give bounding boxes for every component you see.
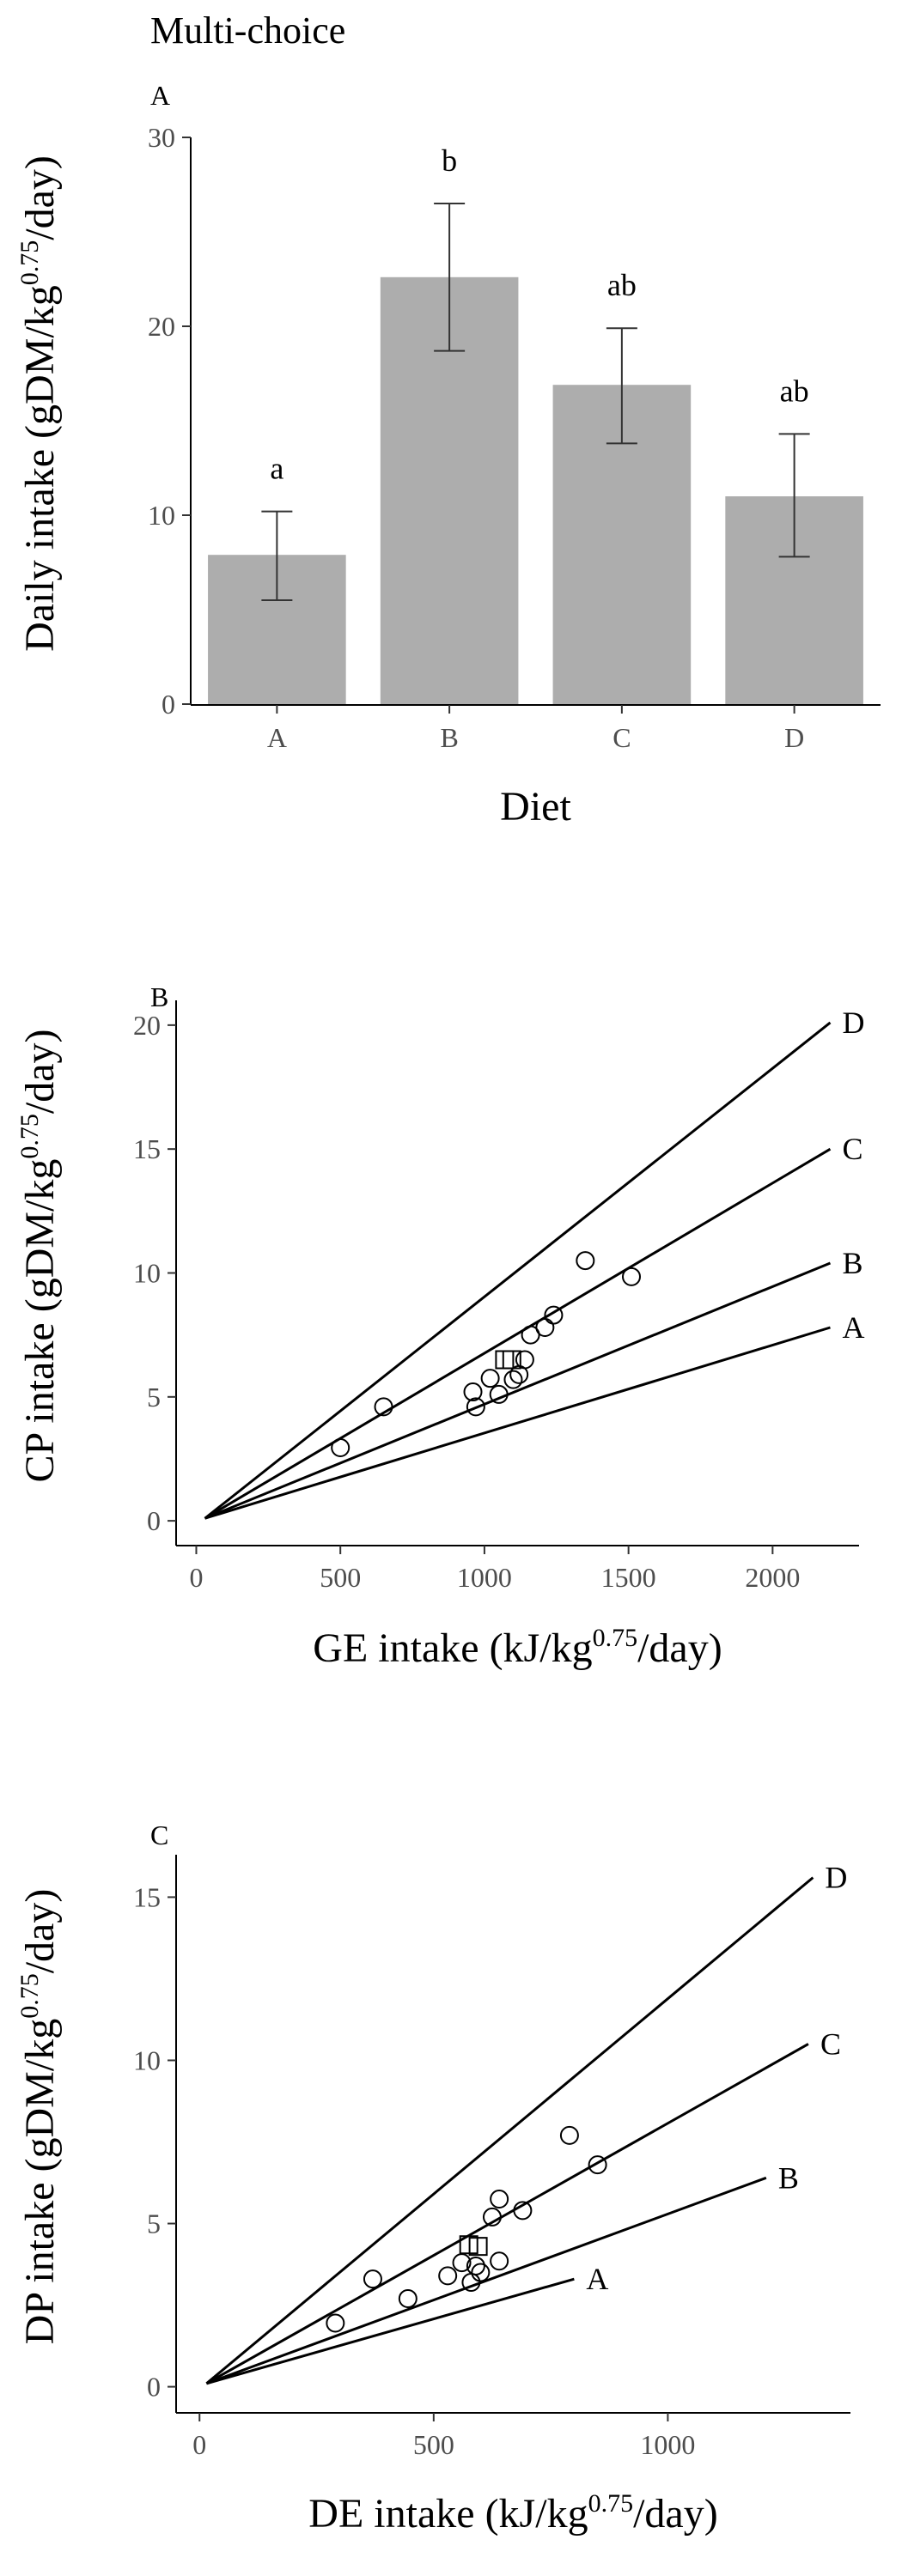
x-tick-label: 1000 [640,2429,695,2460]
y-axis-title: Daily intake (gDM/kg0.75/day) [15,155,63,652]
x-tick-label: C [613,722,631,753]
data-point-circle [482,2207,502,2227]
x-tick-label: A [267,722,287,753]
panel-label: A [150,80,170,111]
data-point-circle [544,1305,564,1325]
page-title: Multi-choice [150,9,346,52]
data-point-square [495,1350,515,1370]
x-tick-label: B [440,722,458,753]
data-point-circle [503,1370,523,1389]
data-point-circle [326,2313,345,2333]
y-tick-label: 20 [148,311,175,342]
y-tick-label: 15 [133,1881,161,1912]
data-point-circle [622,1267,641,1286]
y-tick-label: 10 [148,500,175,531]
y-tick-label: 20 [133,1010,161,1041]
y-tick-label: 15 [133,1133,161,1164]
x-axis-title: DE intake (kJ/kg0.75/day) [308,2489,717,2537]
group-letter: ab [780,374,809,408]
chart-panel-c: C 0 5 10 15 DP intake (gDM/kg0.75/day) 0 500 100… [15,1820,850,2537]
y-tick-label: 0 [147,2372,161,2403]
x-axis-title: Diet [500,784,571,829]
diet-line-label: A [842,1310,864,1345]
data-point-circle [466,1397,485,1417]
y-axis-title: DP intake (gDM/kg0.75/day) [15,1889,63,2345]
diet-line-label: D [825,1861,847,1895]
diet-line-label: D [842,1005,864,1040]
group-letter: ab [607,268,637,302]
data-point-circle [461,2272,481,2292]
data-point-circle [490,2251,509,2271]
diet-line-c [204,1147,832,1520]
y-tick-label: 10 [133,2044,161,2075]
x-tick-label: 1000 [457,1562,512,1593]
panel-label: C [150,1820,168,1850]
y-tick-label: 5 [147,1382,161,1413]
data-point-circle [398,2288,417,2308]
diet-line-label: B [842,1246,862,1280]
y-axis-title: CP intake (gDM/kg0.75/day) [15,1030,63,1483]
data-point-circle [438,2266,458,2286]
group-letter: b [442,143,457,178]
x-tick-label: 2000 [745,1562,800,1593]
data-point-circle [331,1437,350,1457]
diet-line-a [206,2277,575,2385]
x-tick-label: 0 [189,1562,203,1593]
data-point-circle [480,1369,500,1388]
x-axis-title: GE intake (kJ/kg0.75/day) [313,1624,722,1671]
data-point-circle [515,1350,534,1370]
x-tick-label: 0 [192,2429,206,2460]
data-point-square [468,2237,488,2257]
x-tick-label: 500 [413,2429,454,2460]
diet-line-d [205,1876,814,2385]
y-tick-label: 0 [162,689,175,720]
chart-panel-b: B 0 5 10 15 20 CP intake (gDM/kg0.75/day) 0 500 1… [15,981,864,1671]
data-point-circle [513,2201,533,2221]
y-tick-label: 10 [133,1258,161,1289]
data-point-circle [471,2263,491,2282]
x-tick-label: 500 [320,1562,361,1593]
data-point-circle [588,2155,607,2175]
panel-label: B [150,981,168,1012]
x-tick-label: D [784,722,804,753]
chart-panel-a: A 0 10 20 30 Daily intake (gDM/kg0.75/day) a Ab… [15,80,881,829]
y-tick-label: 5 [147,2208,161,2239]
data-point-circle [466,2256,485,2275]
diet-line-label: C [842,1132,862,1166]
y-tick-label: 0 [147,1505,161,1536]
group-letter: a [270,452,283,486]
diet-line-c [205,2043,809,2385]
data-point-circle [535,1318,555,1337]
diet-line-a [204,1326,831,1520]
diet-line-d [204,1021,832,1520]
data-point-circle [490,2190,509,2209]
diet-line-label: B [778,2160,799,2195]
data-point-circle [576,1251,595,1271]
x-tick-label: 1500 [601,1562,656,1593]
data-point-circle [489,1384,509,1404]
diet-line-b [204,1261,832,1520]
diet-line-label: C [820,2026,841,2061]
data-point-circle [374,1397,393,1417]
data-point-circle [559,2125,579,2145]
data-point-circle [363,2269,382,2289]
y-tick-label: 30 [148,122,175,153]
data-point-circle [463,1382,483,1402]
diet-line-label: A [586,2262,608,2296]
data-point-square [502,1350,521,1370]
diet-line-b [205,2176,767,2385]
